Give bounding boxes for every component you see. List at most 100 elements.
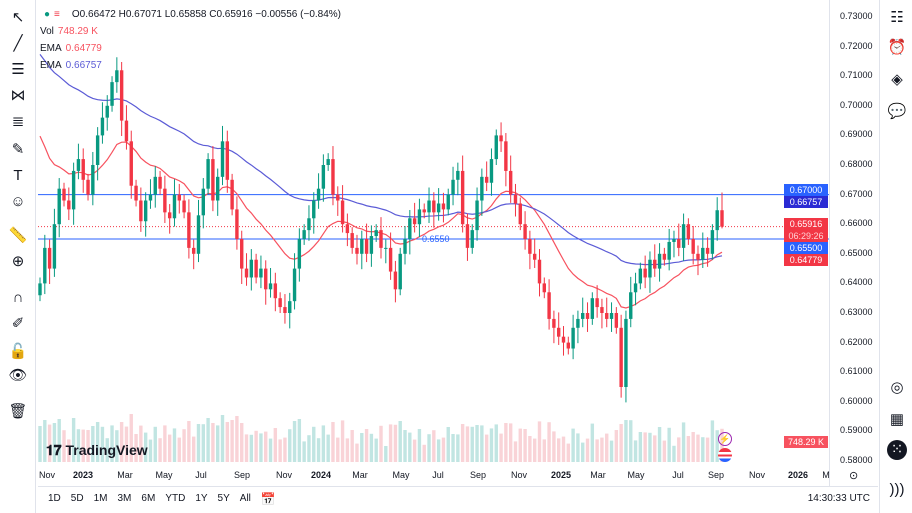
- brush-icon[interactable]: ✎: [11, 141, 25, 158]
- volume-bar: [441, 437, 446, 462]
- candle-body: [691, 239, 695, 254]
- candle-body: [100, 117, 105, 136]
- trash-icon[interactable]: 🗑: [8, 403, 28, 420]
- range-ytd[interactable]: YTD: [165, 493, 186, 504]
- candle-body: [686, 224, 691, 239]
- volume-bar: [340, 420, 345, 462]
- candle-body: [196, 215, 201, 254]
- volume-bar: [124, 426, 129, 462]
- volume-bar: [331, 422, 335, 462]
- candle-body: [326, 159, 330, 165]
- legend: ● ≡ O0.66472 H0.67071 L0.65858 C0.65916 −0…: [40, 6, 341, 74]
- zoom-icon[interactable]: ⊕: [11, 253, 25, 270]
- volume-bar: [513, 441, 518, 462]
- candle-body: [283, 307, 287, 313]
- candle-body: [701, 247, 705, 260]
- y-tick-label: 0.61000: [840, 366, 873, 377]
- volume-bar: [715, 430, 719, 462]
- candle-body: [38, 283, 42, 296]
- candle-body: [115, 70, 119, 83]
- range-all[interactable]: All: [239, 493, 251, 504]
- clock[interactable]: 14:30:33 UTC: [807, 493, 870, 504]
- watchlist-icon[interactable]: ☷: [890, 9, 904, 26]
- volume-bar: [643, 432, 647, 462]
- candle-body: [297, 239, 302, 269]
- x-tick-label: 2024: [310, 470, 332, 480]
- price-axis-border: [829, 0, 830, 486]
- volume-bar: [518, 428, 522, 462]
- axis-settings-icon[interactable]: ⊙: [849, 470, 859, 482]
- apps-icon[interactable]: ⁙: [887, 440, 907, 460]
- horizontal-lines-icon[interactable]: ☰: [11, 61, 25, 78]
- volume-bar: [350, 430, 354, 462]
- text-icon[interactable]: T: [13, 167, 23, 184]
- fib-icon[interactable]: ≣: [11, 113, 25, 130]
- candle-body: [609, 313, 614, 319]
- volume-bar: [191, 436, 196, 462]
- candle-body: [475, 200, 479, 231]
- lightning-icon[interactable]: ⚡: [718, 432, 732, 446]
- menu-icon[interactable]: ≡: [54, 9, 60, 20]
- volume-bar: [653, 435, 657, 462]
- lock-drawings-icon[interactable]: ✐: [11, 315, 25, 332]
- range-6m[interactable]: 6M: [141, 493, 156, 504]
- range-1d[interactable]: 1D: [48, 493, 61, 504]
- volume-bar: [484, 434, 489, 462]
- candle-body: [331, 159, 335, 195]
- visibility-toggle-icon[interactable]: ●: [44, 9, 51, 20]
- candle-body: [268, 283, 273, 290]
- volume-bar: [605, 433, 609, 462]
- tradingview-logo[interactable]: 𝟏𝟕 TradingView: [46, 442, 148, 458]
- candle-body: [43, 247, 47, 284]
- volume-bar: [585, 438, 590, 462]
- range-1y[interactable]: 1Y: [195, 493, 208, 504]
- volume-bar: [240, 423, 244, 462]
- layers-icon[interactable]: ◈: [891, 71, 903, 88]
- candle-body: [307, 218, 311, 231]
- chat-icon[interactable]: 💬: [887, 103, 907, 120]
- range-5y[interactable]: 5Y: [217, 493, 230, 504]
- x-tick-label: M: [822, 470, 830, 480]
- pattern-icon[interactable]: ⋈: [10, 87, 26, 104]
- volume-bar: [470, 426, 474, 462]
- volume-bar: [412, 439, 417, 462]
- candle-body: [451, 179, 455, 195]
- lock-icon[interactable]: 🔓: [8, 343, 28, 360]
- volume-bar: [677, 437, 681, 462]
- us-flag-event-icon[interactable]: [718, 448, 732, 462]
- candle-body: [355, 247, 359, 254]
- candle-body: [167, 212, 172, 219]
- candle-body: [273, 283, 278, 299]
- volume-bar: [163, 425, 167, 462]
- eye-icon[interactable]: 👁: [8, 367, 28, 384]
- candle-body: [81, 159, 85, 180]
- trend-line-icon[interactable]: ╱: [13, 35, 23, 52]
- vol-label: Vol: [40, 26, 54, 37]
- volume-bar: [523, 429, 527, 462]
- range-1m[interactable]: 1M: [93, 493, 108, 504]
- candle-body: [47, 247, 52, 269]
- magnet-icon[interactable]: ∩: [12, 289, 24, 306]
- volume-bar: [316, 438, 321, 462]
- volume-bar: [57, 419, 61, 462]
- candle-body: [581, 313, 585, 319]
- cursor-icon[interactable]: ↖: [11, 9, 25, 26]
- volume-bar: [177, 437, 181, 462]
- emoji-icon[interactable]: ☺: [10, 193, 26, 210]
- candle-body: [321, 165, 326, 189]
- candle-body: [369, 236, 374, 254]
- calendar-icon[interactable]: ▦: [889, 411, 905, 428]
- ruler-icon[interactable]: 📏: [8, 227, 28, 244]
- go-to-date-icon[interactable]: 📅: [260, 491, 276, 506]
- candle-body: [57, 188, 61, 225]
- candle-body: [408, 218, 412, 239]
- signal-icon[interactable]: ))): [889, 481, 905, 498]
- volume-bar: [504, 423, 508, 462]
- range-5d[interactable]: 5D: [70, 493, 84, 504]
- candle-body: [316, 188, 321, 201]
- target-icon[interactable]: ◎: [890, 379, 904, 396]
- range-3m[interactable]: 3M: [117, 493, 132, 504]
- tv-logo-icon: 𝟏𝟕: [46, 442, 66, 458]
- alarm-icon[interactable]: ⏰: [887, 39, 907, 56]
